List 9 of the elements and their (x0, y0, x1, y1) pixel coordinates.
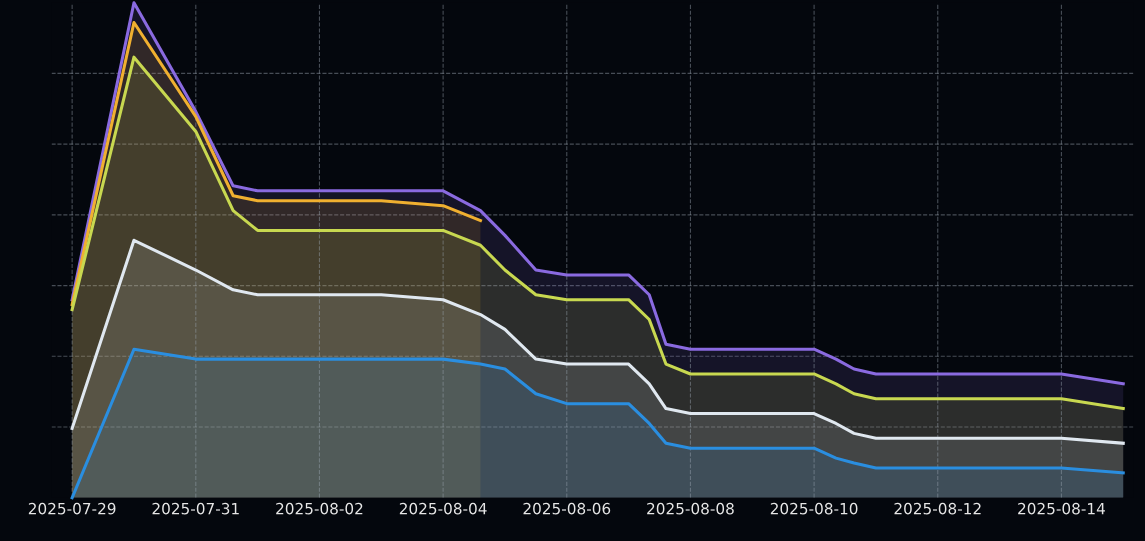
x-tick-label: 2025-08-08 (647, 502, 734, 515)
x-tick-label: 2025-07-31 (152, 502, 239, 515)
x-tick-label: 2025-08-02 (276, 502, 363, 515)
x-tick-label: 2025-08-04 (399, 502, 487, 515)
x-tick-label: 2025-08-12 (894, 502, 981, 515)
x-tick-label: 2025-08-06 (523, 502, 611, 515)
x-tick-label: 2025-08-14 (1018, 502, 1105, 515)
x-tick-label: 2025-07-29 (28, 502, 116, 515)
x-tick-label: 2025-08-10 (770, 502, 858, 515)
